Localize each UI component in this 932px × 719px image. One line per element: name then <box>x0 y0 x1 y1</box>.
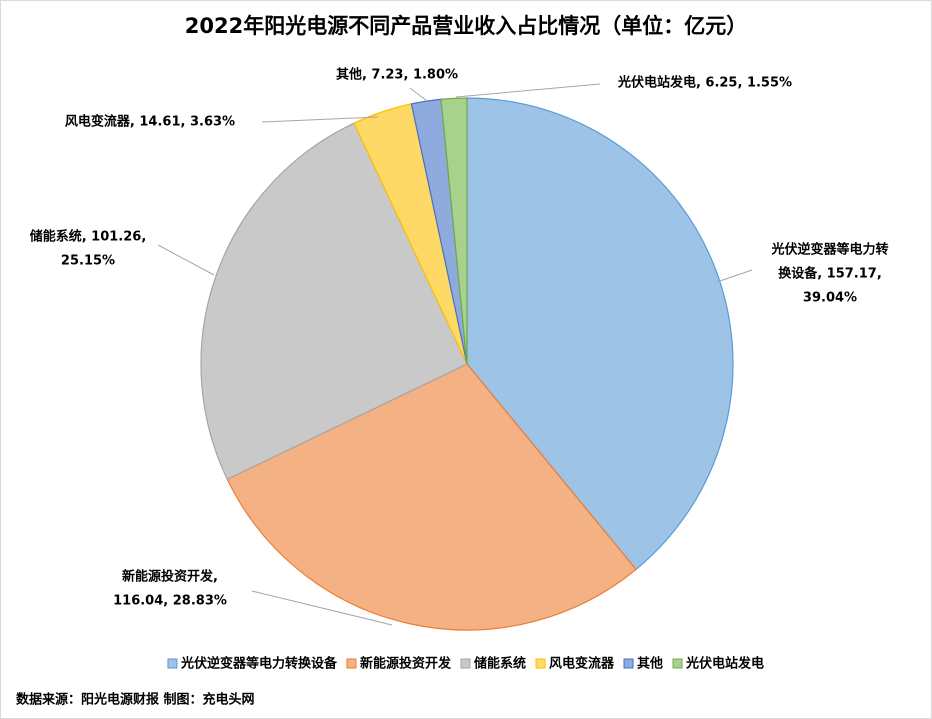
data-label: 116.04, 28.83% <box>113 594 227 609</box>
data-label: 其他, 7.23, 1.80% <box>336 67 458 83</box>
data-label: 25.15% <box>61 254 115 269</box>
legend-label: 光伏电站发电 <box>685 656 764 672</box>
leader-line <box>261 116 379 123</box>
legend-label: 其他 <box>637 656 663 672</box>
leader-line <box>716 269 753 283</box>
legend-swatch <box>346 658 357 669</box>
legend-swatch <box>672 658 683 669</box>
data-label: 光伏电站发电, 6.25, 1.55% <box>617 75 792 91</box>
legend-label: 新能源投资开发 <box>360 656 452 672</box>
leader-line <box>251 590 393 626</box>
legend-swatch <box>535 658 546 669</box>
chart-title: 2022年阳光电源不同产品营业收入占比情况（单位：亿元） <box>185 14 747 38</box>
legend-swatch <box>460 658 471 669</box>
data-label: 风电变流器, 14.61, 3.63% <box>65 114 235 130</box>
legend-label: 光伏逆变器等电力转换设备 <box>180 656 338 672</box>
legend-swatch <box>167 658 178 669</box>
legend: 光伏逆变器等电力转换设备 新能源投资开发 储能系统 风电变流器 其他 光伏电站发电 <box>167 656 764 672</box>
data-label: 新能源投资开发, <box>122 569 218 585</box>
legend-label: 风电变流器 <box>549 656 615 672</box>
data-label: 光伏逆变器等电力转 <box>770 242 888 258</box>
pie-slice <box>466 97 734 571</box>
data-label: 39.04% <box>803 291 857 306</box>
legend-swatch <box>623 658 634 669</box>
pie-slice <box>200 122 468 481</box>
leader-line <box>157 244 215 276</box>
data-label: 换设备, 157.17, <box>778 266 882 282</box>
leader-line <box>409 87 428 102</box>
leader-line <box>455 83 601 98</box>
data-label: 储能系统, 101.26, <box>29 229 147 245</box>
pie-slice <box>440 97 468 365</box>
source-note: 数据来源：阳光电源财报 制图：充电头网 <box>16 692 255 708</box>
legend-label: 储能系统 <box>473 656 526 672</box>
